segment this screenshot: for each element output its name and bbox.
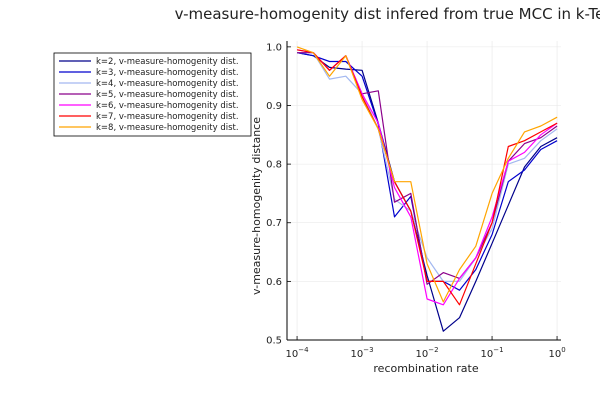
legend-entry: k=8, v-measure-homogenity dist. <box>96 123 239 133</box>
x-tick-label: 10−3 <box>351 346 374 360</box>
y-tick-label: 1.0 <box>266 42 282 53</box>
legend-entry: k=6, v-measure-homogenity dist. <box>96 101 239 111</box>
series-line-k7 <box>296 49 558 306</box>
axes <box>286 41 561 341</box>
y-tick-label: 0.5 <box>266 336 282 347</box>
legend-entry: k=7, v-measure-homogenity dist. <box>96 112 239 122</box>
x-tick-exponent: −4 <box>298 346 309 354</box>
legend: k=2, v-measure-homogenity dist.k=3, v-me… <box>53 52 252 137</box>
y-tick-label: 0.9 <box>266 101 282 112</box>
y-tick-label: 0.7 <box>266 218 282 229</box>
x-axis-label: recombination rate <box>373 362 478 375</box>
x-tick-base: 10 <box>548 349 561 360</box>
x-tick-exponent: −1 <box>493 346 503 354</box>
series-line-k8 <box>296 46 558 303</box>
y-tick-label: 0.6 <box>266 277 282 288</box>
series-layer <box>296 46 558 332</box>
x-tick-label: 10−4 <box>286 346 310 360</box>
grid-lines <box>287 41 561 341</box>
legend-entry: k=3, v-measure-homogenity dist. <box>96 68 239 78</box>
series-line-k4 <box>297 52 558 282</box>
legend-entry: k=2, v-measure-homogenity dist. <box>96 57 239 67</box>
x-tick-base: 10 <box>481 349 494 360</box>
legend-entry: k=5, v-measure-homogenity dist. <box>96 90 239 100</box>
series-line-k2 <box>296 52 558 332</box>
x-tick-exponent: −2 <box>428 346 438 354</box>
y-tick-label: 0.8 <box>266 160 282 171</box>
x-tick-exponent: 0 <box>561 346 565 354</box>
x-tick-base: 10 <box>351 349 364 360</box>
x-tick-label: 10−2 <box>416 346 439 360</box>
x-tick-base: 10 <box>286 349 299 360</box>
x-tick-base: 10 <box>416 349 429 360</box>
y-axis-label: v-measure-homogenity distance <box>250 117 263 295</box>
chart-title: v-measure-homogenity dist infered from t… <box>175 5 600 23</box>
x-tick-exponent: −3 <box>363 346 373 354</box>
legend-entry: k=4, v-measure-homogenity dist. <box>96 79 239 89</box>
x-tick-label: 100 <box>548 346 565 360</box>
x-tick-label: 10−1 <box>481 346 504 360</box>
